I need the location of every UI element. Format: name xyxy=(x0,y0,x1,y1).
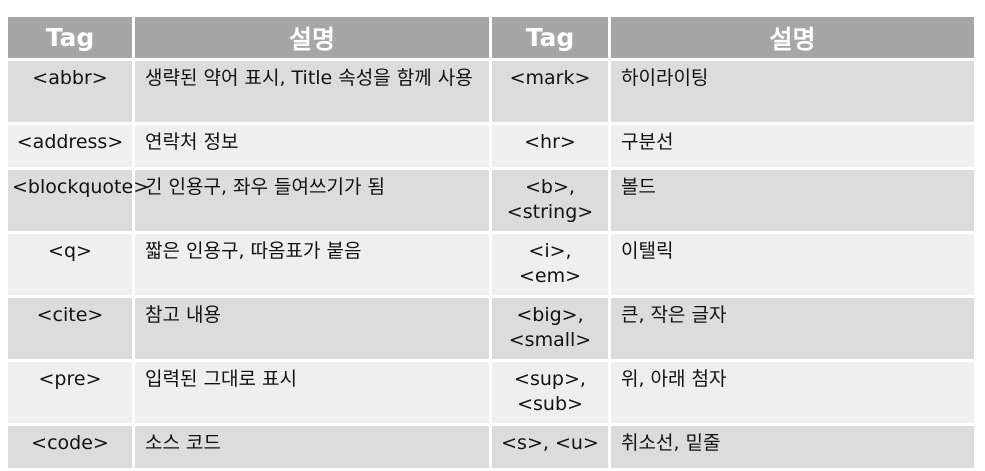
table-header-row: Tag 설명 Tag 설명 xyxy=(5,14,977,61)
header-tag-left: Tag xyxy=(5,14,135,61)
description-cell: 생략된 약어 표시, Title 속성을 함께 사용 xyxy=(132,58,492,125)
table-row: <abbr> 생략된 약어 표시, Title 속성을 함께 사용 <mark>… xyxy=(5,58,977,125)
description-cell: 참고 내용 xyxy=(132,295,492,362)
tag-cell: <s>, <u> xyxy=(489,423,611,471)
tag-cell: <hr> xyxy=(489,122,611,170)
header-tag-right: Tag xyxy=(489,14,611,61)
tag-cell: <address> xyxy=(5,122,135,170)
tag-cell: <pre> xyxy=(5,359,135,426)
description-cell: 이탤릭 xyxy=(608,231,977,298)
header-description-left: 설명 xyxy=(132,14,492,61)
header-description-right: 설명 xyxy=(608,14,977,61)
tag-cell: <q> xyxy=(5,231,135,298)
tag-cell: <b>, <string> xyxy=(489,167,611,234)
description-cell: 취소선, 밑줄 xyxy=(608,423,977,471)
tag-cell: <code> xyxy=(5,423,135,471)
table-row: <address> 연락처 정보 <hr> 구분선 xyxy=(5,122,977,170)
description-cell: 구분선 xyxy=(608,122,977,170)
tag-cell: <mark> xyxy=(489,58,611,125)
tag-cell: <big>, <small> xyxy=(489,295,611,362)
description-cell: 긴 인용구, 좌우 들여쓰기가 됨 xyxy=(132,167,492,234)
description-cell: 소스 코드 xyxy=(132,423,492,471)
tag-cell: <i>, <em> xyxy=(489,231,611,298)
tag-cell: <abbr> xyxy=(5,58,135,125)
tag-cell: <cite> xyxy=(5,295,135,362)
table-row: <blockquote> 긴 인용구, 좌우 들여쓰기가 됨 <b>, <str… xyxy=(5,167,977,234)
table-row: <cite> 참고 내용 <big>, <small> 큰, 작은 글자 xyxy=(5,295,977,362)
description-cell: 짧은 인용구, 따옴표가 붙음 xyxy=(132,231,492,298)
table-row: <pre> 입력된 그대로 표시 <sup>, <sub> 위, 아래 첨자 xyxy=(5,359,977,426)
description-cell: 큰, 작은 글자 xyxy=(608,295,977,362)
description-cell: 연락처 정보 xyxy=(132,122,492,170)
tag-cell: <blockquote> xyxy=(5,167,149,234)
description-cell: 입력된 그대로 표시 xyxy=(132,359,492,426)
description-cell: 하이라이팅 xyxy=(608,58,977,125)
table-row: <code> 소스 코드 <s>, <u> 취소선, 밑줄 xyxy=(5,423,977,471)
description-cell: 볼드 xyxy=(608,167,977,234)
table-row: <q> 짧은 인용구, 따옴표가 붙음 <i>, <em> 이탤릭 xyxy=(5,231,977,298)
html-tag-table: Tag 설명 Tag 설명 <abbr> 생략된 약어 표시, Title 속성… xyxy=(5,14,977,471)
tag-cell: <sup>, <sub> xyxy=(489,359,611,426)
description-cell: 위, 아래 첨자 xyxy=(608,359,977,426)
